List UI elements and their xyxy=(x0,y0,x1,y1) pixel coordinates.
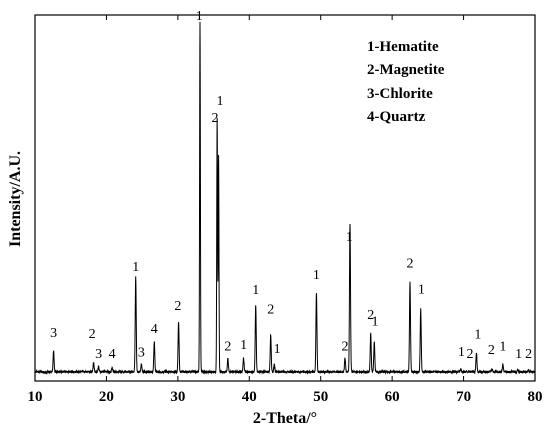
peak-label: 1 xyxy=(474,328,481,343)
peak-label: 1 xyxy=(240,338,247,353)
peak-label: 1 xyxy=(372,314,379,329)
xrd-series-line xyxy=(34,21,536,375)
x-axis-title: 2-Theta/° xyxy=(253,410,317,427)
legend: 1-Hematite 2-Magnetite 3-Chlorite 4-Quar… xyxy=(367,39,445,125)
peak-label: 1 xyxy=(418,283,425,298)
peak-label: 1 xyxy=(252,283,259,298)
legend-item-quartz: 4-Quartz xyxy=(367,109,426,125)
x-tick-label: 10 xyxy=(28,389,43,405)
peak-label: 3 xyxy=(138,345,145,360)
y-axis-title: Intensity/A.U. xyxy=(7,151,24,247)
plot-frame xyxy=(34,14,536,382)
legend-item-hematite: 1-Hematite xyxy=(367,39,439,55)
peak-label: 3 xyxy=(95,347,102,362)
x-tick-label: 30 xyxy=(170,389,185,405)
legend-item-magnetite: 2-Magnetite xyxy=(367,62,445,78)
peak-label: 1 xyxy=(313,268,320,283)
peak-label: 1 xyxy=(499,339,506,354)
x-tick-label: 70 xyxy=(456,389,471,405)
x-tick-label: 80 xyxy=(528,389,543,405)
peak-label: 2 xyxy=(267,303,274,318)
peak-label: 2 xyxy=(488,343,495,358)
peak-label: 1 xyxy=(196,9,203,24)
peak-label: 1 xyxy=(346,230,353,245)
peak-label: 2 xyxy=(174,299,181,314)
peak-label: 4 xyxy=(151,322,158,337)
peak-label: 2 xyxy=(367,308,374,323)
peak-label: 4 xyxy=(109,347,116,362)
peak-label: 1 xyxy=(217,94,224,109)
x-tick-label: 60 xyxy=(385,389,400,405)
peak-label: 2 xyxy=(525,347,532,362)
peak-label: 2 xyxy=(224,339,231,354)
axes: 10 20 30 40 50 60 70 80 xyxy=(28,14,543,405)
peak-label: 2 xyxy=(89,327,96,342)
peak-label: 1 xyxy=(132,260,139,275)
legend-item-chlorite: 3-Chlorite xyxy=(367,86,433,102)
peak-label: 3 xyxy=(50,326,57,341)
peak-label: 1 xyxy=(274,342,281,357)
x-tick-label: 50 xyxy=(313,389,328,405)
peak-label: 1 xyxy=(458,345,465,360)
x-tick-label: 20 xyxy=(99,389,114,405)
x-tick-label: 40 xyxy=(242,389,257,405)
peak-label: 2 xyxy=(407,257,414,272)
peak-label: 1 xyxy=(515,347,522,362)
peak-label: 2 xyxy=(212,111,219,126)
peak-label: 2 xyxy=(342,339,349,354)
peak-label: 2 xyxy=(467,347,474,362)
